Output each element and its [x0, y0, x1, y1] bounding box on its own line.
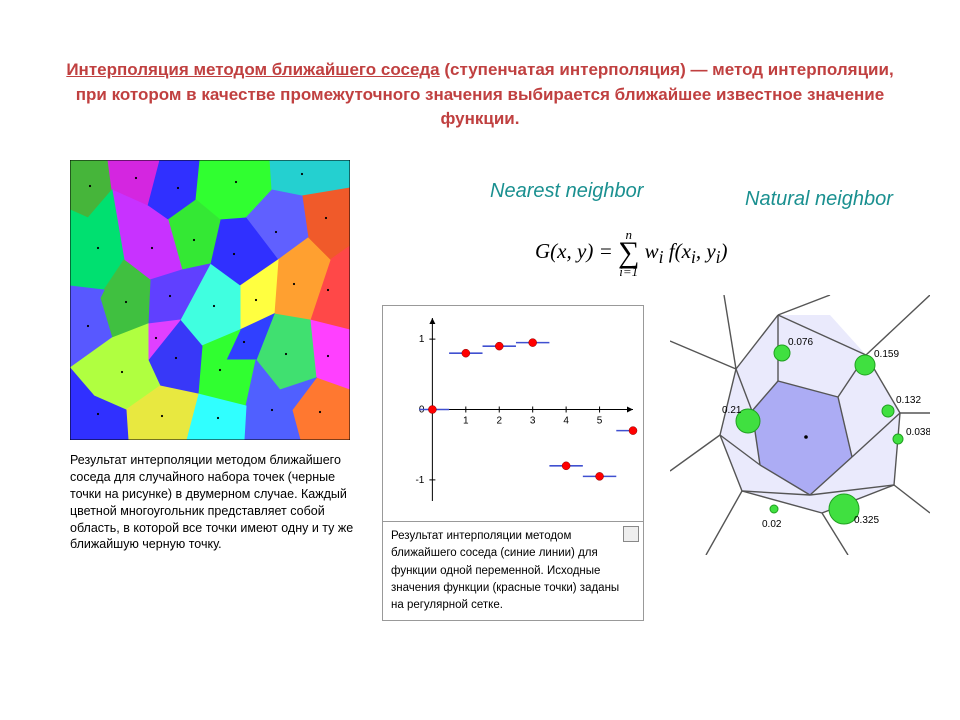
- svg-text:0.132: 0.132: [896, 395, 921, 406]
- svg-text:0.076: 0.076: [788, 337, 813, 348]
- enlarge-icon[interactable]: [623, 526, 639, 542]
- step-chart-panel: 12345-101 Результат интерполяции методом…: [382, 305, 644, 621]
- svg-text:1: 1: [419, 334, 425, 345]
- svg-text:0.325: 0.325: [854, 515, 879, 526]
- nearest-neighbor-label: Nearest neighbor: [490, 180, 643, 203]
- formula: G(x, y) = n ∑ i=1 wi f(xi, yi): [535, 228, 728, 278]
- title-underlined: Интерполяция методом ближайшего соседа: [66, 60, 439, 79]
- svg-text:-1: -1: [415, 475, 424, 486]
- svg-text:0.038: 0.038: [906, 427, 930, 438]
- natural-neighbor-label: Natural neighbor: [745, 188, 893, 211]
- svg-text:0.159: 0.159: [874, 349, 899, 360]
- svg-text:3: 3: [530, 416, 536, 427]
- step-caption: Результат интерполяции методом ближайшег…: [383, 521, 643, 620]
- page-title: Интерполяция методом ближайшего соседа (…: [60, 58, 900, 132]
- natural-neighbor-diagram: 0.076 0.159 0.132 0.038 0.21 0.02 0.325: [670, 295, 930, 555]
- svg-text:2: 2: [496, 416, 502, 427]
- step-caption-text: Результат интерполяции методом ближайшег…: [391, 530, 619, 611]
- svg-text:4: 4: [563, 416, 569, 427]
- svg-text:0.02: 0.02: [762, 519, 782, 530]
- svg-text:1: 1: [463, 416, 469, 427]
- voronoi-diagram: [70, 160, 350, 440]
- voronoi-caption: Результат интерполяции методом ближайшег…: [70, 452, 360, 553]
- svg-text:0.21: 0.21: [722, 405, 742, 416]
- svg-text:5: 5: [597, 416, 603, 427]
